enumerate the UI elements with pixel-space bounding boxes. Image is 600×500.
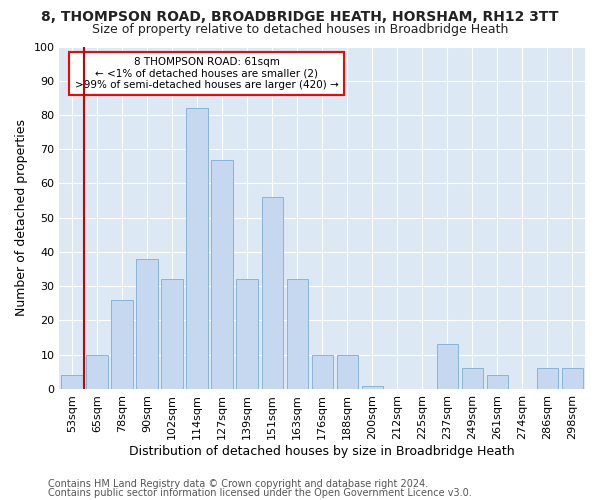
Bar <box>462 368 483 389</box>
Bar <box>86 354 107 389</box>
Text: 8 THOMPSON ROAD: 61sqm
← <1% of detached houses are smaller (2)
>99% of semi-det: 8 THOMPSON ROAD: 61sqm ← <1% of detached… <box>75 57 338 90</box>
Bar <box>487 376 508 389</box>
Text: Contains public sector information licensed under the Open Government Licence v3: Contains public sector information licen… <box>48 488 472 498</box>
Y-axis label: Number of detached properties: Number of detached properties <box>15 119 28 316</box>
Bar <box>161 280 182 389</box>
Bar <box>287 280 308 389</box>
Text: 8, THOMPSON ROAD, BROADBRIDGE HEATH, HORSHAM, RH12 3TT: 8, THOMPSON ROAD, BROADBRIDGE HEATH, HOR… <box>41 10 559 24</box>
X-axis label: Distribution of detached houses by size in Broadbridge Heath: Distribution of detached houses by size … <box>130 444 515 458</box>
Text: Contains HM Land Registry data © Crown copyright and database right 2024.: Contains HM Land Registry data © Crown c… <box>48 479 428 489</box>
Bar <box>537 368 558 389</box>
Bar <box>337 354 358 389</box>
Bar <box>112 300 133 389</box>
Bar <box>362 386 383 389</box>
Bar <box>562 368 583 389</box>
Bar <box>311 354 333 389</box>
Text: Size of property relative to detached houses in Broadbridge Heath: Size of property relative to detached ho… <box>92 22 508 36</box>
Bar <box>236 280 258 389</box>
Bar <box>437 344 458 389</box>
Bar <box>61 376 83 389</box>
Bar <box>262 197 283 389</box>
Bar <box>211 160 233 389</box>
Bar <box>187 108 208 389</box>
Bar <box>136 259 158 389</box>
